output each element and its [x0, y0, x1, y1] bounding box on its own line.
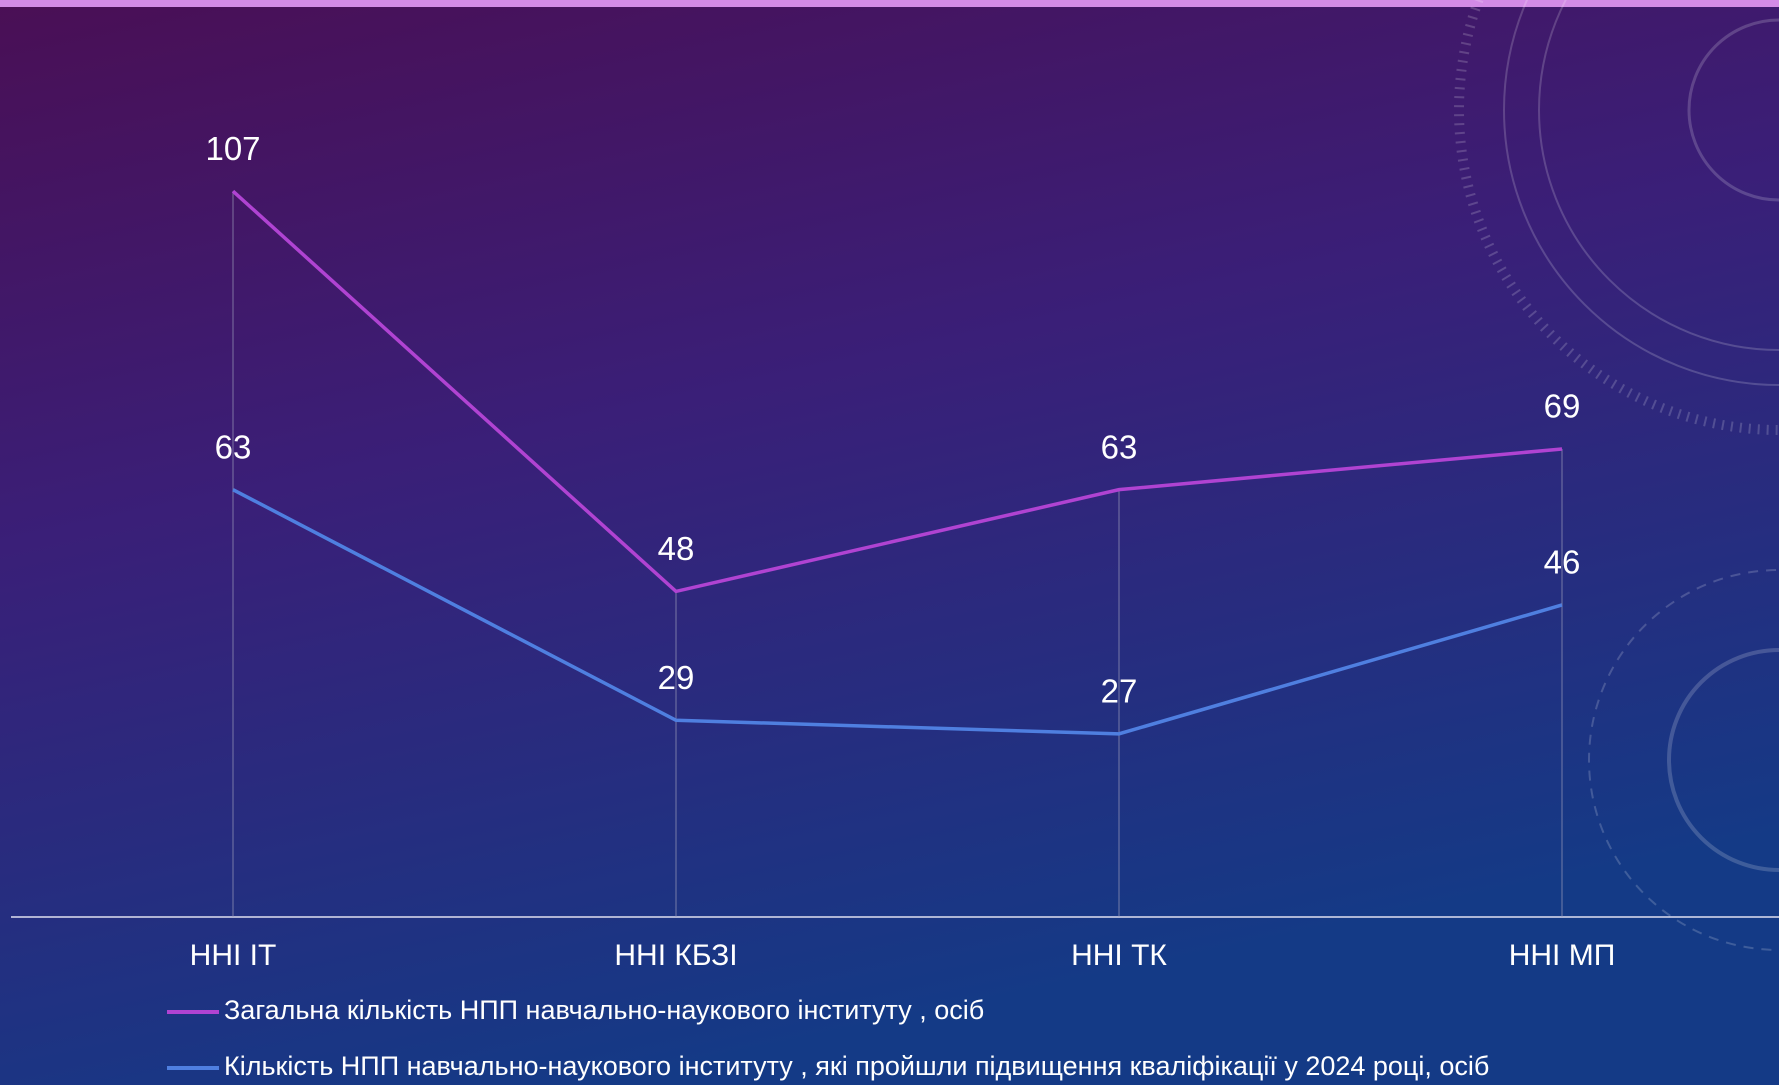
series-line [232, 488, 1563, 736]
data-label: 29 [658, 659, 695, 696]
x-tick-label: ННІ МП [1509, 939, 1616, 972]
decoration [1454, 0, 1779, 951]
data-label: 63 [1101, 428, 1138, 465]
data-label: 69 [1544, 388, 1581, 425]
legend-label: Кількість НПП навчально-наукового інстит… [224, 1051, 1489, 1081]
series-line [231, 189, 1563, 594]
data-label: 63 [215, 428, 252, 465]
data-label: 107 [205, 130, 260, 167]
data-label: 46 [1544, 544, 1581, 581]
data-label: 27 [1101, 673, 1138, 710]
legend-label: Загальна кількість НПП навчально-науково… [224, 995, 984, 1025]
x-tick-label: ННІ КБЗІ [614, 939, 737, 972]
x-tick-label: ННІ ІТ [190, 939, 277, 972]
top-border [0, 0, 1779, 7]
x-tick-label: ННІ ТК [1071, 939, 1167, 972]
data-label: 48 [658, 530, 695, 567]
